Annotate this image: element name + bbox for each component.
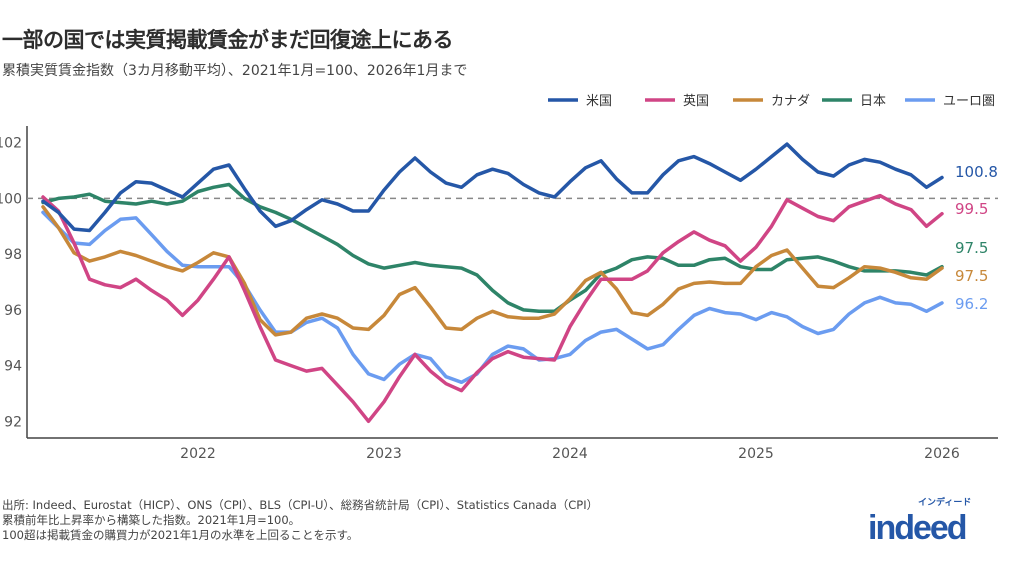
x-tick-label: 2024 xyxy=(552,446,588,462)
legend: 米国 英国 カナダ 日本 ユーロ圏 xyxy=(548,94,995,109)
series-line-3 xyxy=(41,182,944,314)
legend-item-0: 米国 xyxy=(548,94,612,109)
axes: 92 94 96 98 100 102 2022 2023 2024 2025 2026 xyxy=(0,126,998,462)
legend-item-4: ユーロ圏 xyxy=(905,94,995,109)
legend-label: 日本 xyxy=(860,94,886,109)
y-tick-label: 102 xyxy=(0,136,22,152)
x-tick-label: 2022 xyxy=(180,446,216,462)
y-tick-label: 100 xyxy=(0,191,22,207)
series-lines xyxy=(41,142,944,424)
end-label-0: 100.8 xyxy=(955,163,998,181)
end-label-1: 99.5 xyxy=(955,200,988,218)
y-tick-label: 94 xyxy=(4,359,22,375)
legend-label: 英国 xyxy=(683,94,709,109)
method-note: 累積前年比上昇率から構築した指数。2021年1月=100。 xyxy=(2,513,301,527)
chart-title: 一部の国では実質掲載賃金がまだ回復途上にある xyxy=(2,28,454,52)
x-tick-label: 2026 xyxy=(924,446,960,462)
x-tick-label: 2023 xyxy=(366,446,402,462)
y-tick-label: 96 xyxy=(4,303,22,319)
legend-item-1: 英国 xyxy=(645,94,709,109)
end-labels: 100.8 99.5 97.5 97.5 96.2 xyxy=(955,163,998,313)
indeed-logo: インディード indeed xyxy=(868,498,1008,550)
end-label-4: 96.2 xyxy=(955,295,988,313)
interpretation-note: 100超は掲載賃金の購買力が2021年1月の水準を上回ることを示す。 xyxy=(2,528,359,542)
series-line-2 xyxy=(41,205,944,337)
end-label-3: 97.5 xyxy=(955,239,988,257)
series-line-0 xyxy=(41,142,944,233)
x-tick-label: 2025 xyxy=(738,446,774,462)
y-tick-label: 98 xyxy=(4,247,22,263)
series-line-1 xyxy=(41,193,944,424)
legend-label: カナダ xyxy=(771,94,810,109)
end-label-2: 97.5 xyxy=(955,267,988,285)
logo-word: indeed xyxy=(868,509,968,547)
chart-subtitle: 累積実質賃金指数（3カ月移動平均）、2021年1月=100、2026年1月まで xyxy=(2,63,468,79)
legend-item-3: 日本 xyxy=(822,94,886,109)
logo-kana: インディード xyxy=(918,498,972,508)
legend-item-2: カナダ xyxy=(733,94,810,109)
source-note: 出所: Indeed、Eurostat（HICP）、ONS（CPI）、BLS（C… xyxy=(2,498,599,512)
legend-label: ユーロ圏 xyxy=(943,94,995,109)
source-notes: 出所: Indeed、Eurostat（HICP）、ONS（CPI）、BLS（C… xyxy=(2,498,598,543)
y-tick-label: 92 xyxy=(4,414,22,430)
legend-label: 米国 xyxy=(586,94,612,109)
